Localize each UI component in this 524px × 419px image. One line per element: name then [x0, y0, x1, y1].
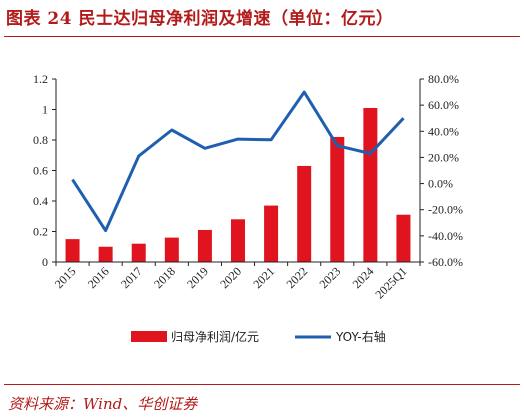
- title-divider: [4, 36, 520, 37]
- x-tick-label: 2024: [350, 264, 377, 291]
- x-tick-label: 2025Q1: [372, 264, 409, 301]
- x-tick-label: 2020: [217, 264, 244, 291]
- bar-2019: [197, 229, 212, 262]
- right-tick-label: 60.0%: [428, 98, 459, 112]
- footer-divider: [4, 384, 520, 385]
- bar-2015: [65, 239, 80, 262]
- legend: 归母净利润/亿元 YOY-右轴: [131, 329, 386, 344]
- left-tick-label: 0.6: [33, 164, 48, 178]
- left-tick-label: 0.2: [33, 225, 48, 239]
- bar-2023: [330, 136, 345, 262]
- legend-line-label: YOY-右轴: [335, 329, 386, 344]
- left-tick-label: 0.4: [33, 194, 48, 208]
- legend-bar-label: 归母净利润/亿元: [171, 329, 259, 344]
- x-tick-label: 2022: [283, 264, 310, 291]
- right-tick-label: -40.0%: [428, 229, 463, 243]
- x-tick-label: 2023: [317, 264, 344, 291]
- bar-2025Q1: [396, 214, 411, 262]
- chart-title: 图表 24 民士达归母净利润及增速（单位：亿元）: [6, 9, 394, 29]
- x-tick-label: 2018: [151, 264, 178, 291]
- right-tick-label: -20.0%: [428, 203, 463, 217]
- left-tick-label: 0.8: [33, 133, 48, 147]
- bar-2017: [131, 243, 146, 262]
- bar-2018: [164, 237, 179, 262]
- bar-2016: [98, 246, 113, 262]
- x-tick-label: 2015: [52, 264, 79, 291]
- yoy-line: [71, 90, 405, 233]
- right-tick-label: 40.0%: [428, 124, 459, 138]
- bar-2024: [363, 107, 378, 262]
- x-tick-label: 2021: [250, 264, 277, 291]
- bar-2021: [264, 205, 279, 262]
- left-tick-label: 1.2: [33, 72, 48, 86]
- right-tick-label: -60.0%: [428, 255, 463, 269]
- x-tick-label: 2017: [118, 264, 145, 291]
- right-tick-label: 80.0%: [428, 72, 459, 86]
- left-tick-label: 0: [42, 255, 48, 269]
- line-series: [71, 90, 405, 233]
- legend-bar-swatch: [131, 331, 167, 342]
- bar-2022: [297, 165, 312, 262]
- bar-2020: [231, 219, 245, 262]
- x-tick-label: 2016: [85, 264, 112, 291]
- chart-canvas: 0 0.2 0.4 0.6 0.8 1 1.2 -60.0% -40.0% -20.0% 0.0% 2…: [33, 72, 463, 344]
- bar-series: [65, 107, 411, 262]
- right-tick-label: 20.0%: [428, 150, 459, 164]
- axes: 0 0.2 0.4 0.6 0.8 1 1.2 -60.0% -40.0% -20.0% 0.0% 2…: [33, 72, 463, 301]
- x-tick-label: 2019: [184, 264, 211, 291]
- right-tick-label: 0.0%: [428, 177, 453, 191]
- left-tick-label: 1: [42, 103, 48, 117]
- source-note: 资料来源：Wind、华创证券: [8, 395, 198, 413]
